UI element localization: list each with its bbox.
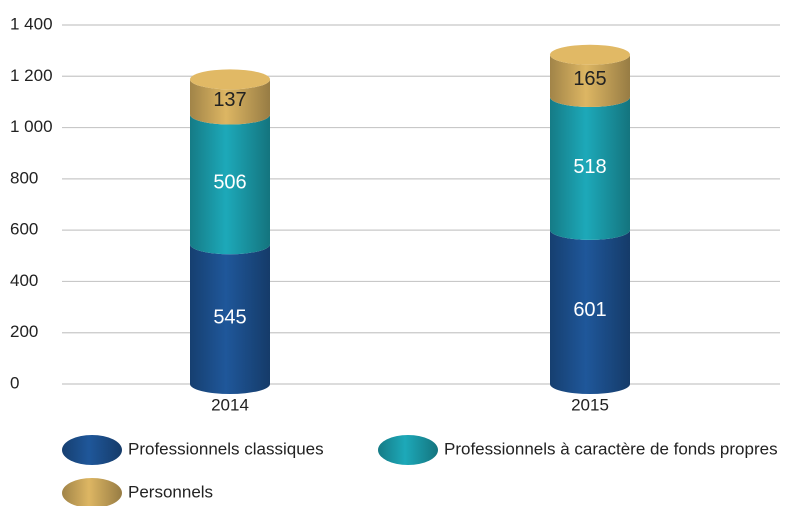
y-tick-label: 1 400	[10, 14, 53, 33]
bar-segment	[550, 97, 630, 240]
data-label: 165	[573, 68, 606, 90]
legend-label: Personnels	[128, 482, 213, 501]
bar-segment	[550, 54, 630, 108]
y-tick-label: 400	[10, 271, 38, 290]
x-tick-label: 2015	[571, 395, 609, 414]
bar-cap	[190, 69, 270, 90]
data-label: 137	[213, 89, 246, 111]
data-label: 545	[213, 306, 246, 328]
bar-segment	[190, 114, 270, 255]
bar-segment	[190, 79, 270, 125]
bar-cap	[550, 44, 630, 65]
data-label: 601	[573, 299, 606, 321]
legend-swatch	[62, 478, 122, 506]
legend-swatch	[378, 435, 438, 465]
bar-segment	[190, 244, 270, 394]
y-tick-label: 1 200	[10, 66, 53, 85]
legend-label: Professionnels à caractère de fonds prop…	[444, 439, 778, 458]
bar-segment	[550, 229, 630, 394]
data-label: 518	[573, 156, 606, 178]
x-tick-label: 2014	[211, 395, 249, 414]
y-tick-label: 600	[10, 220, 38, 239]
y-tick-label: 800	[10, 168, 38, 187]
y-tick-label: 200	[10, 322, 38, 341]
data-label: 506	[213, 172, 246, 194]
legend-swatch	[62, 435, 122, 465]
legend-label: Professionnels classiques	[128, 439, 324, 458]
y-tick-label: 1 000	[10, 117, 53, 136]
y-tick-label: 0	[10, 373, 19, 392]
